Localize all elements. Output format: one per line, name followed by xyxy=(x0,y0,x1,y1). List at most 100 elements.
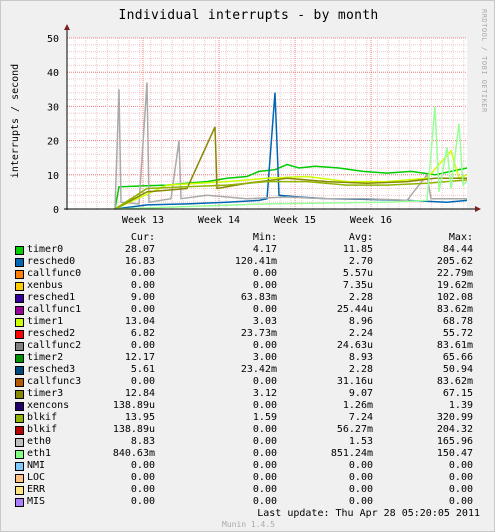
legend-avg: 24.63u xyxy=(336,340,373,351)
y-tick-label: 40 xyxy=(47,68,59,79)
x-tick-label: Week 16 xyxy=(350,215,392,226)
last-update-text: Last update: Thu Apr 28 05:20:05 2011 xyxy=(257,508,480,519)
legend-swatch xyxy=(15,258,24,267)
legend-row: timer1 13.04 3.03 8.96 68.78 xyxy=(1,316,495,328)
legend-min: 23.42m xyxy=(240,364,277,375)
legend-cur: 0.00 xyxy=(130,472,155,483)
legend-max: 67.15 xyxy=(442,388,473,399)
legend-max: 0.00 xyxy=(448,472,473,483)
legend-series-name: resched2 xyxy=(27,328,76,339)
legend-max: 50.94 xyxy=(442,364,473,375)
series-line-timer3 xyxy=(114,126,467,210)
legend-max: 22.79m xyxy=(436,268,473,279)
legend-min: 0.00 xyxy=(252,448,277,459)
legend-min: 1.59 xyxy=(252,412,277,423)
legend-swatch xyxy=(15,462,24,471)
x-axis-arrow xyxy=(475,206,481,212)
legend-avg: 2.24 xyxy=(348,328,373,339)
legend-min: 3.00 xyxy=(252,352,277,363)
legend-swatch xyxy=(15,450,24,459)
legend-cur: 16.83 xyxy=(124,256,155,267)
legend-max: 55.72 xyxy=(442,328,473,339)
legend-swatch xyxy=(15,474,24,483)
legend-max: 0.00 xyxy=(448,496,473,507)
legend-min: 3.12 xyxy=(252,388,277,399)
legend-swatch xyxy=(15,306,24,315)
x-tick-label: Week 15 xyxy=(274,215,316,226)
legend-row: NMI 0.00 0.00 0.00 0.00 xyxy=(1,460,495,472)
legend-series-name: xenbus xyxy=(27,280,64,291)
legend-min: 0.00 xyxy=(252,460,277,471)
legend-avg: 0.00 xyxy=(348,484,373,495)
legend-series-name: NMI xyxy=(27,460,46,471)
legend-row: blkif 138.89u 0.00 56.27m 204.32 xyxy=(1,424,495,436)
legend-series-name: eth0 xyxy=(27,436,52,447)
legend-min: 4.17 xyxy=(252,244,277,255)
tick-labels: 0 10 20 30 40 50 Week 13 Week 14 Week 15 Week 16 xyxy=(47,34,392,226)
legend-cur: 13.95 xyxy=(124,412,155,423)
legend-min: 0.00 xyxy=(252,268,277,279)
legend-swatch xyxy=(15,282,24,291)
legend-series-name: timer2 xyxy=(27,352,64,363)
legend-cur: 138.89u xyxy=(112,400,155,411)
legend-series-name: timer3 xyxy=(27,388,64,399)
legend-swatch xyxy=(15,414,24,423)
series-line-blkif xyxy=(114,179,468,210)
legend-avg: 1.26m xyxy=(342,400,373,411)
legend-swatch xyxy=(15,366,24,375)
legend-min: 0.00 xyxy=(252,424,277,435)
legend-max: 19.62m xyxy=(436,280,473,291)
legend-series-name: callfunc0 xyxy=(27,268,82,279)
legend-cur: 9.00 xyxy=(130,292,155,303)
legend-max: 68.78 xyxy=(442,316,473,327)
series-line-eth0 xyxy=(114,82,467,210)
legend-avg: 2.28 xyxy=(348,292,373,303)
legend-swatch xyxy=(15,294,24,303)
legend-min: 0.00 xyxy=(252,484,277,495)
x-tick-label: Week 14 xyxy=(198,215,240,226)
legend-row: eth0 8.83 0.00 1.53 165.96 xyxy=(1,436,495,448)
legend-avg: 25.44u xyxy=(336,304,373,315)
legend-swatch xyxy=(15,426,24,435)
legend-series-name: timer0 xyxy=(27,244,64,255)
legend-row: callfunc2 0.00 0.00 24.63u 83.61m xyxy=(1,340,495,352)
legend-swatch xyxy=(15,486,24,495)
legend-row: ERR 0.00 0.00 0.00 0.00 xyxy=(1,484,495,496)
legend-cur: 8.83 xyxy=(130,436,155,447)
legend-swatch xyxy=(15,330,24,339)
legend-cur: 12.17 xyxy=(124,352,155,363)
y-tick-label: 0 xyxy=(53,205,59,216)
legend-row: xencons 138.89u 0.00 1.26m 1.39 xyxy=(1,400,495,412)
munin-version: Munin 1.4.5 xyxy=(222,520,275,529)
legend-max: 165.96 xyxy=(436,436,473,447)
legend-cur: 0.00 xyxy=(130,304,155,315)
legend-row: callfunc0 0.00 0.00 5.57u 22.79m xyxy=(1,268,495,280)
legend-swatch xyxy=(15,270,24,279)
legend-series-name: resched1 xyxy=(27,292,76,303)
series-line-timer1 xyxy=(114,149,468,210)
legend-avg: 7.35u xyxy=(342,280,373,291)
legend-cur: 0.00 xyxy=(130,376,155,387)
plot-area xyxy=(67,38,467,209)
legend-cur: 138.89u xyxy=(112,424,155,435)
legend-row: timer2 12.17 3.00 8.93 65.66 xyxy=(1,352,495,364)
legend-row: resched3 5.61 23.42m 2.28 50.94 xyxy=(1,364,495,376)
legend-avg: 7.24 xyxy=(348,412,373,423)
legend-cur: 0.00 xyxy=(130,268,155,279)
legend-min: 120.41m xyxy=(234,256,277,267)
legend-max: 83.61m xyxy=(436,340,473,351)
axes xyxy=(64,24,481,212)
y-tick-label: 10 xyxy=(47,171,59,182)
legend-series-name: blkif xyxy=(27,412,58,423)
legend-swatch xyxy=(15,438,24,447)
series-lines xyxy=(114,82,468,210)
legend-min: 0.00 xyxy=(252,436,277,447)
legend-avg: 1.53 xyxy=(348,436,373,447)
legend-swatch xyxy=(15,354,24,363)
legend-min: 23.73m xyxy=(240,328,277,339)
legend-cur: 12.84 xyxy=(124,388,155,399)
legend-cur: 6.82 xyxy=(130,328,155,339)
legend-avg: 11.85 xyxy=(342,244,373,255)
legend-swatch xyxy=(15,498,24,507)
